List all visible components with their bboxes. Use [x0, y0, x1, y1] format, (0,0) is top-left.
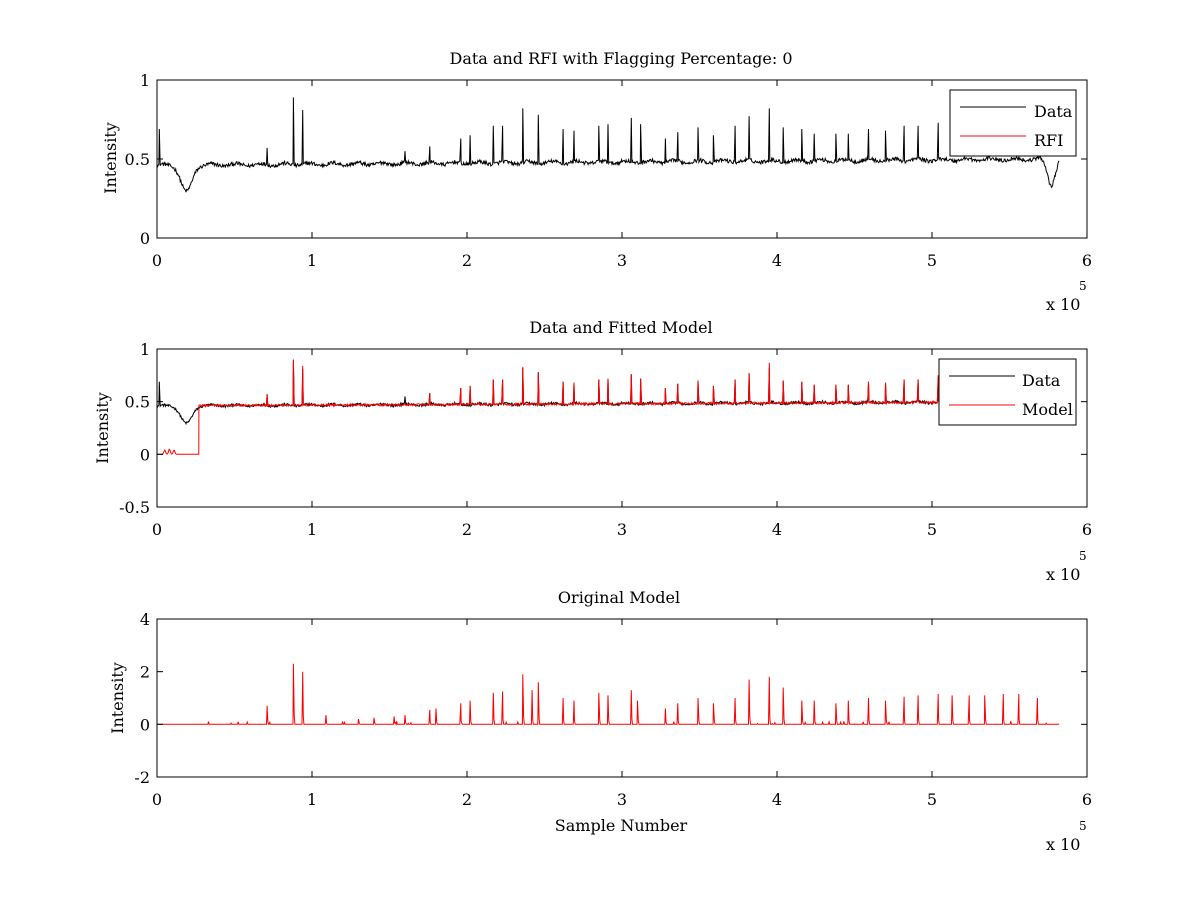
panel-2-ytick-label: 1 [140, 340, 150, 359]
panel-1-xtick-label: 0 [152, 251, 162, 270]
panel-1-xtick-label: 5 [927, 251, 937, 270]
panel-1-ytick-label: 0.5 [125, 150, 150, 169]
panel-2-xtick-label: 2 [462, 520, 472, 539]
panel-3-xtick-label: 6 [1082, 790, 1092, 809]
panel-1-legend-box [949, 89, 1077, 157]
panel-3-xtick-label: 0 [152, 790, 162, 809]
panel-3-series [157, 663, 1060, 727]
panel-3-xtick-label: 4 [772, 790, 782, 809]
panel-3-x-multiplier: x 10 [1046, 835, 1080, 854]
panel-2-legend-model-label: Model [1022, 400, 1073, 419]
panel-1-xtick-label: 6 [1082, 251, 1092, 270]
panel-1-axes-box [156, 79, 1088, 239]
panel-1-series [156, 97, 1060, 193]
panel-1-ytick-label: 0 [140, 229, 150, 248]
panel-1-legend-rfi-label: RFI [1034, 131, 1063, 150]
panel-1-ylabel: Intensity [101, 122, 120, 194]
panel-2-xtick-label: 0 [152, 520, 162, 539]
panel-1-xtick-label: 2 [462, 251, 472, 270]
panel-2-ylabel: Intensity [93, 392, 112, 464]
panel-2-legend: Data Model [938, 358, 1077, 426]
panel-3-xtick-label: 5 [927, 790, 937, 809]
panel-1-data-line [156, 97, 1060, 193]
panel-data-rfi: Data and RFI with Flagging Percentage: 0… [101, 49, 1092, 314]
panel-1-ytick-label: 1 [140, 71, 150, 90]
panel-1-x-exponent: 5 [1079, 279, 1087, 293]
panel-2-ytick-label: 0 [140, 445, 150, 464]
panel-1-legend: Data RFI [949, 89, 1077, 157]
panel-3-xlabel: Sample Number [555, 816, 688, 835]
panel-3-ylabel: Intensity [108, 662, 127, 734]
panel-3-ytick-label: 0 [140, 715, 150, 734]
panel-2-x-multiplier: x 10 [1046, 565, 1080, 584]
panel-2-model-line [157, 359, 1060, 455]
panel-3-ytick-label: 4 [140, 610, 150, 629]
panel-2-xtick-label: 5 [927, 520, 937, 539]
panel-data-model: Data and Fitted Model Intensity 0 1 2 3 4 5 6 -… [93, 318, 1092, 584]
panel-2-ticks: 0 1 2 3 4 5 6-0.500.51 [119, 340, 1092, 539]
panel-1-xtick-label: 3 [617, 251, 627, 270]
panel-3-axes-box [156, 618, 1088, 778]
panel-2-x-exponent: 5 [1079, 549, 1087, 563]
panel-2-xtick-label: 6 [1082, 520, 1092, 539]
panel-3-xtick-label: 3 [617, 790, 627, 809]
panel-2-ytick-label: 0.5 [125, 393, 150, 412]
panel-2-xtick-label: 3 [617, 520, 627, 539]
panel-3-xtick-label: 1 [307, 790, 317, 809]
panel-2-title: Data and Fitted Model [529, 318, 712, 337]
panel-1-x-multiplier: x 10 [1046, 295, 1080, 314]
panel-2-legend-box [938, 358, 1077, 426]
panel-3-ytick-label: -2 [134, 768, 150, 787]
panel-3-model-line [157, 663, 1060, 727]
panel-1-xtick-label: 4 [772, 251, 782, 270]
panel-3-ytick-label: 2 [140, 663, 150, 682]
panel-2-ytick-label: -0.5 [119, 498, 150, 517]
panel-2-series [156, 359, 1060, 455]
panel-3-title: Original Model [558, 588, 680, 607]
panel-1-legend-data-label: Data [1034, 102, 1073, 121]
panel-2-xtick-label: 4 [772, 520, 782, 539]
panel-2-xtick-label: 1 [307, 520, 317, 539]
panel-1-xtick-label: 1 [307, 251, 317, 270]
panel-2-legend-data-label: Data [1022, 371, 1061, 390]
panel-1-title: Data and RFI with Flagging Percentage: 0 [449, 49, 792, 68]
panel-2-axes-box [156, 348, 1088, 508]
panel-3-x-exponent: 5 [1079, 819, 1087, 833]
panel-3-xtick-label: 2 [462, 790, 472, 809]
